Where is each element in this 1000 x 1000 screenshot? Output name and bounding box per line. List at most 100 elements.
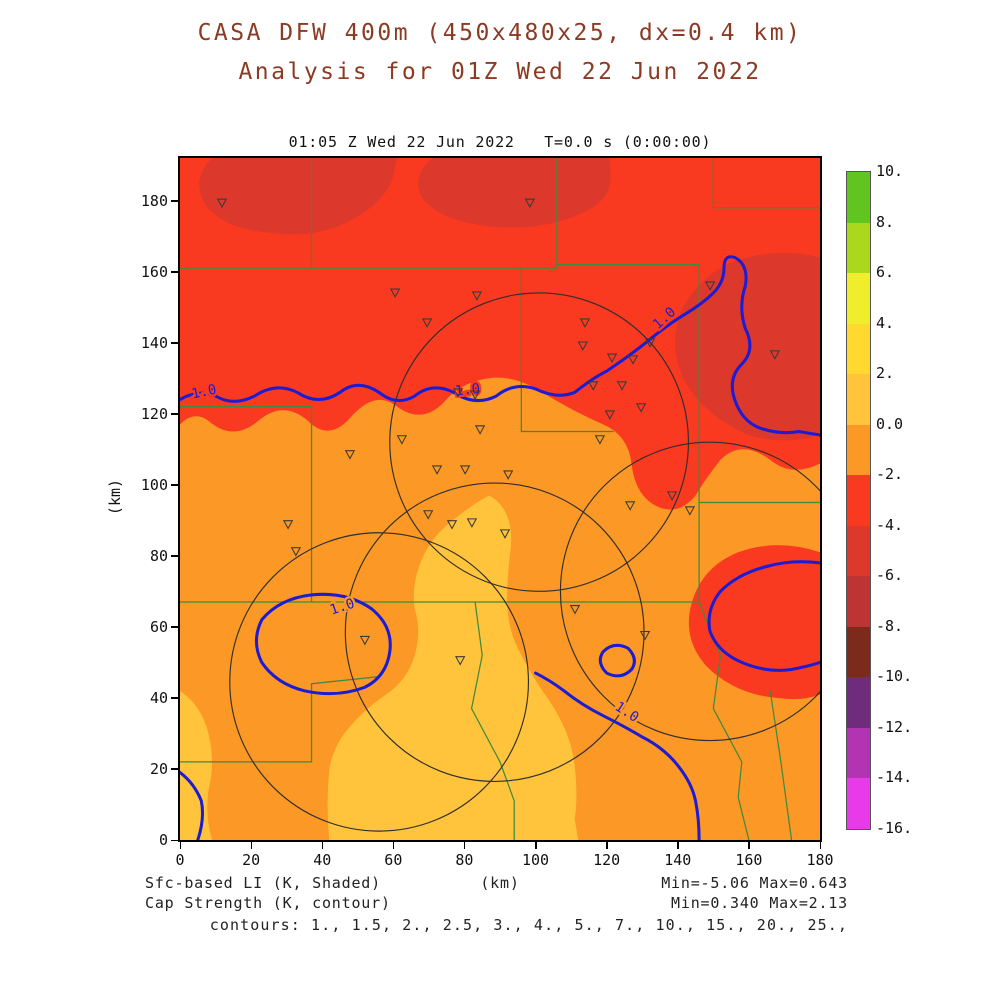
county-boundary-line	[712, 158, 820, 209]
colorbar-cell	[847, 323, 870, 375]
site-triangle-marker	[503, 470, 514, 480]
y-tick-mark	[171, 697, 178, 699]
x-tick-label: 160	[735, 851, 763, 869]
county-boundary-line	[769, 690, 793, 840]
x-tick-label: 140	[664, 851, 692, 869]
y-tick-label: 20	[149, 759, 168, 778]
county-boundary-line	[180, 406, 313, 603]
li-band-neg4-neg2-east	[688, 545, 820, 700]
site-triangle-marker	[606, 353, 618, 364]
valid-time-label: 01:05 Z Wed 22 Jun 2022 T=0.0 s (0:00:00…	[288, 133, 712, 151]
radar-range-ring	[344, 482, 645, 782]
site-triangle-marker	[474, 425, 486, 435]
site-triangle-marker	[359, 635, 371, 646]
x-tick-mark	[179, 842, 181, 849]
county-boundary-line	[180, 675, 380, 763]
x-tick-mark	[535, 842, 537, 849]
site-triangle-marker	[282, 520, 294, 530]
radar-range-ring	[229, 532, 530, 832]
site-triangle-marker	[389, 288, 401, 298]
site-triangle-marker	[704, 281, 716, 291]
colorbar-cell	[847, 727, 870, 779]
x-tick-mark	[321, 842, 324, 849]
figure-title-line1: CASA DFW 400m (450x480x25, dx=0.4 km)	[197, 20, 803, 46]
y-tick-label: 40	[149, 688, 168, 707]
cap-strength-contour	[534, 671, 701, 840]
figure-title-line2: Analysis for 01Z Wed 22 Jun 2022	[238, 59, 762, 85]
site-triangle-marker	[216, 198, 228, 209]
y-tick-label: 0	[158, 831, 168, 849]
y-tick-mark	[171, 200, 178, 202]
site-triangle-marker	[446, 520, 458, 530]
site-triangle-marker	[466, 518, 478, 528]
y-tick-label: 140	[140, 333, 168, 352]
x-tick-mark	[250, 842, 253, 849]
site-triangle-marker	[459, 465, 471, 475]
cap-strength-contour	[254, 592, 392, 696]
county-boundary-line	[520, 268, 614, 433]
site-triangle-marker	[577, 341, 589, 351]
site-triangle-marker	[594, 435, 606, 445]
x-tick-label: 120	[593, 851, 621, 869]
site-triangle-marker	[616, 381, 628, 391]
colorbar-cell	[847, 172, 870, 223]
colorbar-tick-label: -8.	[876, 616, 904, 635]
site-triangle-marker	[452, 388, 464, 398]
site-triangle-marker	[455, 656, 466, 666]
contour-levels-label: contours: 1., 1.5, 2., 2.5, 3., 4., 5., …	[209, 916, 848, 934]
site-triangle-marker	[666, 491, 678, 501]
x-tick-label: 20	[242, 851, 261, 869]
y-tick-label: 180	[140, 191, 168, 210]
colorbar-cell	[847, 222, 870, 274]
map-plot-frame: 1.0 1.0 1.0 1.0 1.0	[178, 156, 822, 842]
colorbar-tick-label: -16.	[876, 819, 913, 837]
colorbar-tick-label: 4.	[876, 313, 895, 332]
colorbar-cell	[847, 576, 870, 627]
x-tick-label: 100	[522, 851, 550, 869]
site-triangle-marker	[469, 390, 481, 400]
site-triangle-marker	[684, 506, 696, 516]
site-triangle-marker	[639, 630, 651, 641]
site-triangle-marker	[396, 435, 408, 445]
li-band-neg6-neg4-a	[199, 158, 397, 235]
shaded-field-label: Sfc-based LI (K, Shaded)	[145, 874, 381, 892]
site-triangle-marker	[471, 291, 483, 301]
colorbar-cell	[847, 677, 870, 728]
y-tick-mark	[171, 768, 178, 770]
colorbar-tick-label: 2.	[876, 364, 895, 383]
contour-value-label: 1.0	[454, 381, 481, 400]
colorbar-tick-label: 8.	[876, 212, 895, 231]
colorbar-tick-label: 6.	[876, 263, 895, 282]
li-band-0-2-center	[327, 495, 579, 840]
li-band-neg4-neg2	[180, 158, 820, 510]
site-triangle-marker	[344, 450, 356, 460]
y-tick-mark	[171, 484, 178, 486]
site-triangle-marker	[587, 381, 599, 391]
x-tick-mark	[677, 842, 679, 849]
site-triangle-marker	[524, 198, 536, 209]
colorbar-tick-label: -12.	[876, 717, 913, 736]
x-tick-mark	[463, 842, 466, 849]
y-tick-mark	[171, 342, 178, 344]
x-tick-label: 0	[175, 851, 185, 869]
x-tick-label: 40	[313, 851, 332, 869]
colorbar-tick-label: 0.0	[876, 414, 904, 433]
colorbar-cell	[847, 525, 870, 577]
cap-strength-contour	[707, 560, 820, 672]
site-triangle-marker	[421, 318, 433, 328]
x-tick-mark	[819, 842, 821, 849]
site-triangle-marker	[644, 338, 656, 348]
x-tick-label: 80	[455, 851, 474, 869]
li-band-neg6-neg4-b	[418, 158, 611, 228]
county-boundary-line	[470, 601, 515, 840]
site-triangle-marker	[431, 465, 443, 475]
y-tick-mark	[171, 839, 178, 841]
site-triangle-marker	[290, 547, 302, 557]
x-tick-label: 180	[806, 851, 834, 869]
li-shaded-map: 1.0 1.01.01.01.0	[180, 158, 820, 840]
y-tick-label: 160	[140, 262, 168, 281]
site-triangle-marker	[769, 350, 781, 360]
colorbar-cell	[847, 475, 870, 526]
site-triangle-marker	[604, 410, 616, 420]
